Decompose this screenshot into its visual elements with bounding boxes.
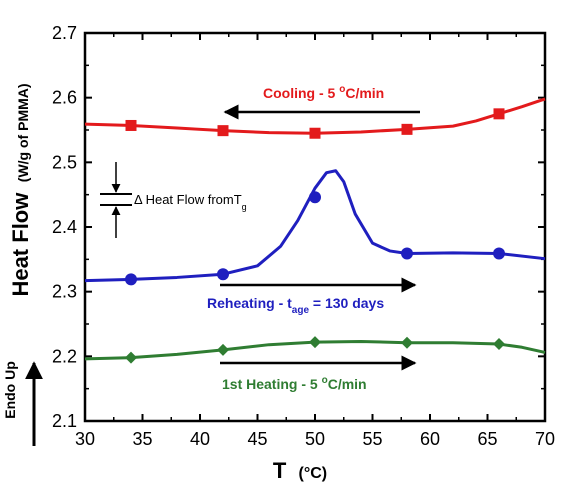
diamond-marker — [493, 338, 505, 351]
y-axis-unit: (W/g of PMMA) — [15, 83, 31, 182]
series-group — [84, 97, 546, 364]
x-axis-title: T (°C) — [273, 458, 327, 483]
y-tick-label: 2.3 — [52, 282, 77, 302]
circle-marker — [125, 273, 137, 286]
y-axis-label: Heat Flow — [8, 192, 33, 297]
cooling-sup: o — [339, 84, 345, 95]
circle-marker — [493, 247, 505, 260]
square-marker — [217, 125, 229, 137]
x-axis-label: T — [273, 458, 287, 483]
circle-marker — [309, 191, 321, 204]
y-tick-label: 2.5 — [52, 152, 77, 172]
x-tick-label: 35 — [132, 429, 152, 449]
square-marker — [125, 119, 137, 131]
x-tick-label: 65 — [477, 429, 497, 449]
square-marker — [309, 127, 321, 139]
delta-indicator — [100, 162, 132, 238]
x-tick-label: 50 — [305, 429, 325, 449]
x-tick-label: 40 — [190, 429, 210, 449]
series-line-circle — [84, 169, 546, 283]
x-tick-label: 55 — [362, 429, 382, 449]
x-tick-label: 45 — [247, 429, 267, 449]
square-marker — [493, 108, 505, 120]
circle-marker — [401, 247, 413, 260]
y-tick-label: 2.7 — [52, 23, 77, 43]
heating-sup: o — [322, 375, 328, 386]
delta-sub: g — [242, 202, 247, 212]
ticks: 30 35 40 45 50 55 60 65 70 2.1 2.2 2.3 2.4 2.5 2.6 2.7 — [52, 23, 555, 449]
circle-marker — [217, 268, 229, 281]
y-tick-label: 2.4 — [52, 217, 77, 237]
reheating-label: Reheating - tage = 130 days — [207, 295, 384, 316]
diamond-marker — [125, 351, 137, 364]
cooling-label: Cooling - 5 oC/min — [263, 84, 384, 101]
y-tick-label: 2.2 — [52, 346, 77, 366]
diamond-marker — [309, 336, 321, 349]
y-tick-label: 2.1 — [52, 411, 77, 431]
x-axis-unit: (°C) — [298, 465, 327, 482]
x-tick-label: 70 — [535, 429, 555, 449]
square-marker — [401, 123, 413, 135]
y-axis-title: Heat Flow (W/g of PMMA) — [8, 83, 33, 296]
y-tick-label: 2.6 — [52, 88, 77, 108]
delta-label: Δ Heat Flow fromTg — [134, 192, 247, 212]
x-tick-label: 30 — [75, 429, 95, 449]
diamond-marker — [217, 343, 229, 356]
reheating-sub: age — [292, 305, 310, 316]
x-tick-label: 60 — [420, 429, 440, 449]
diamond-marker — [401, 336, 413, 349]
endo-label: Endo Up — [2, 361, 18, 419]
heating-label: 1st Heating - 5 oC/min — [222, 375, 367, 392]
